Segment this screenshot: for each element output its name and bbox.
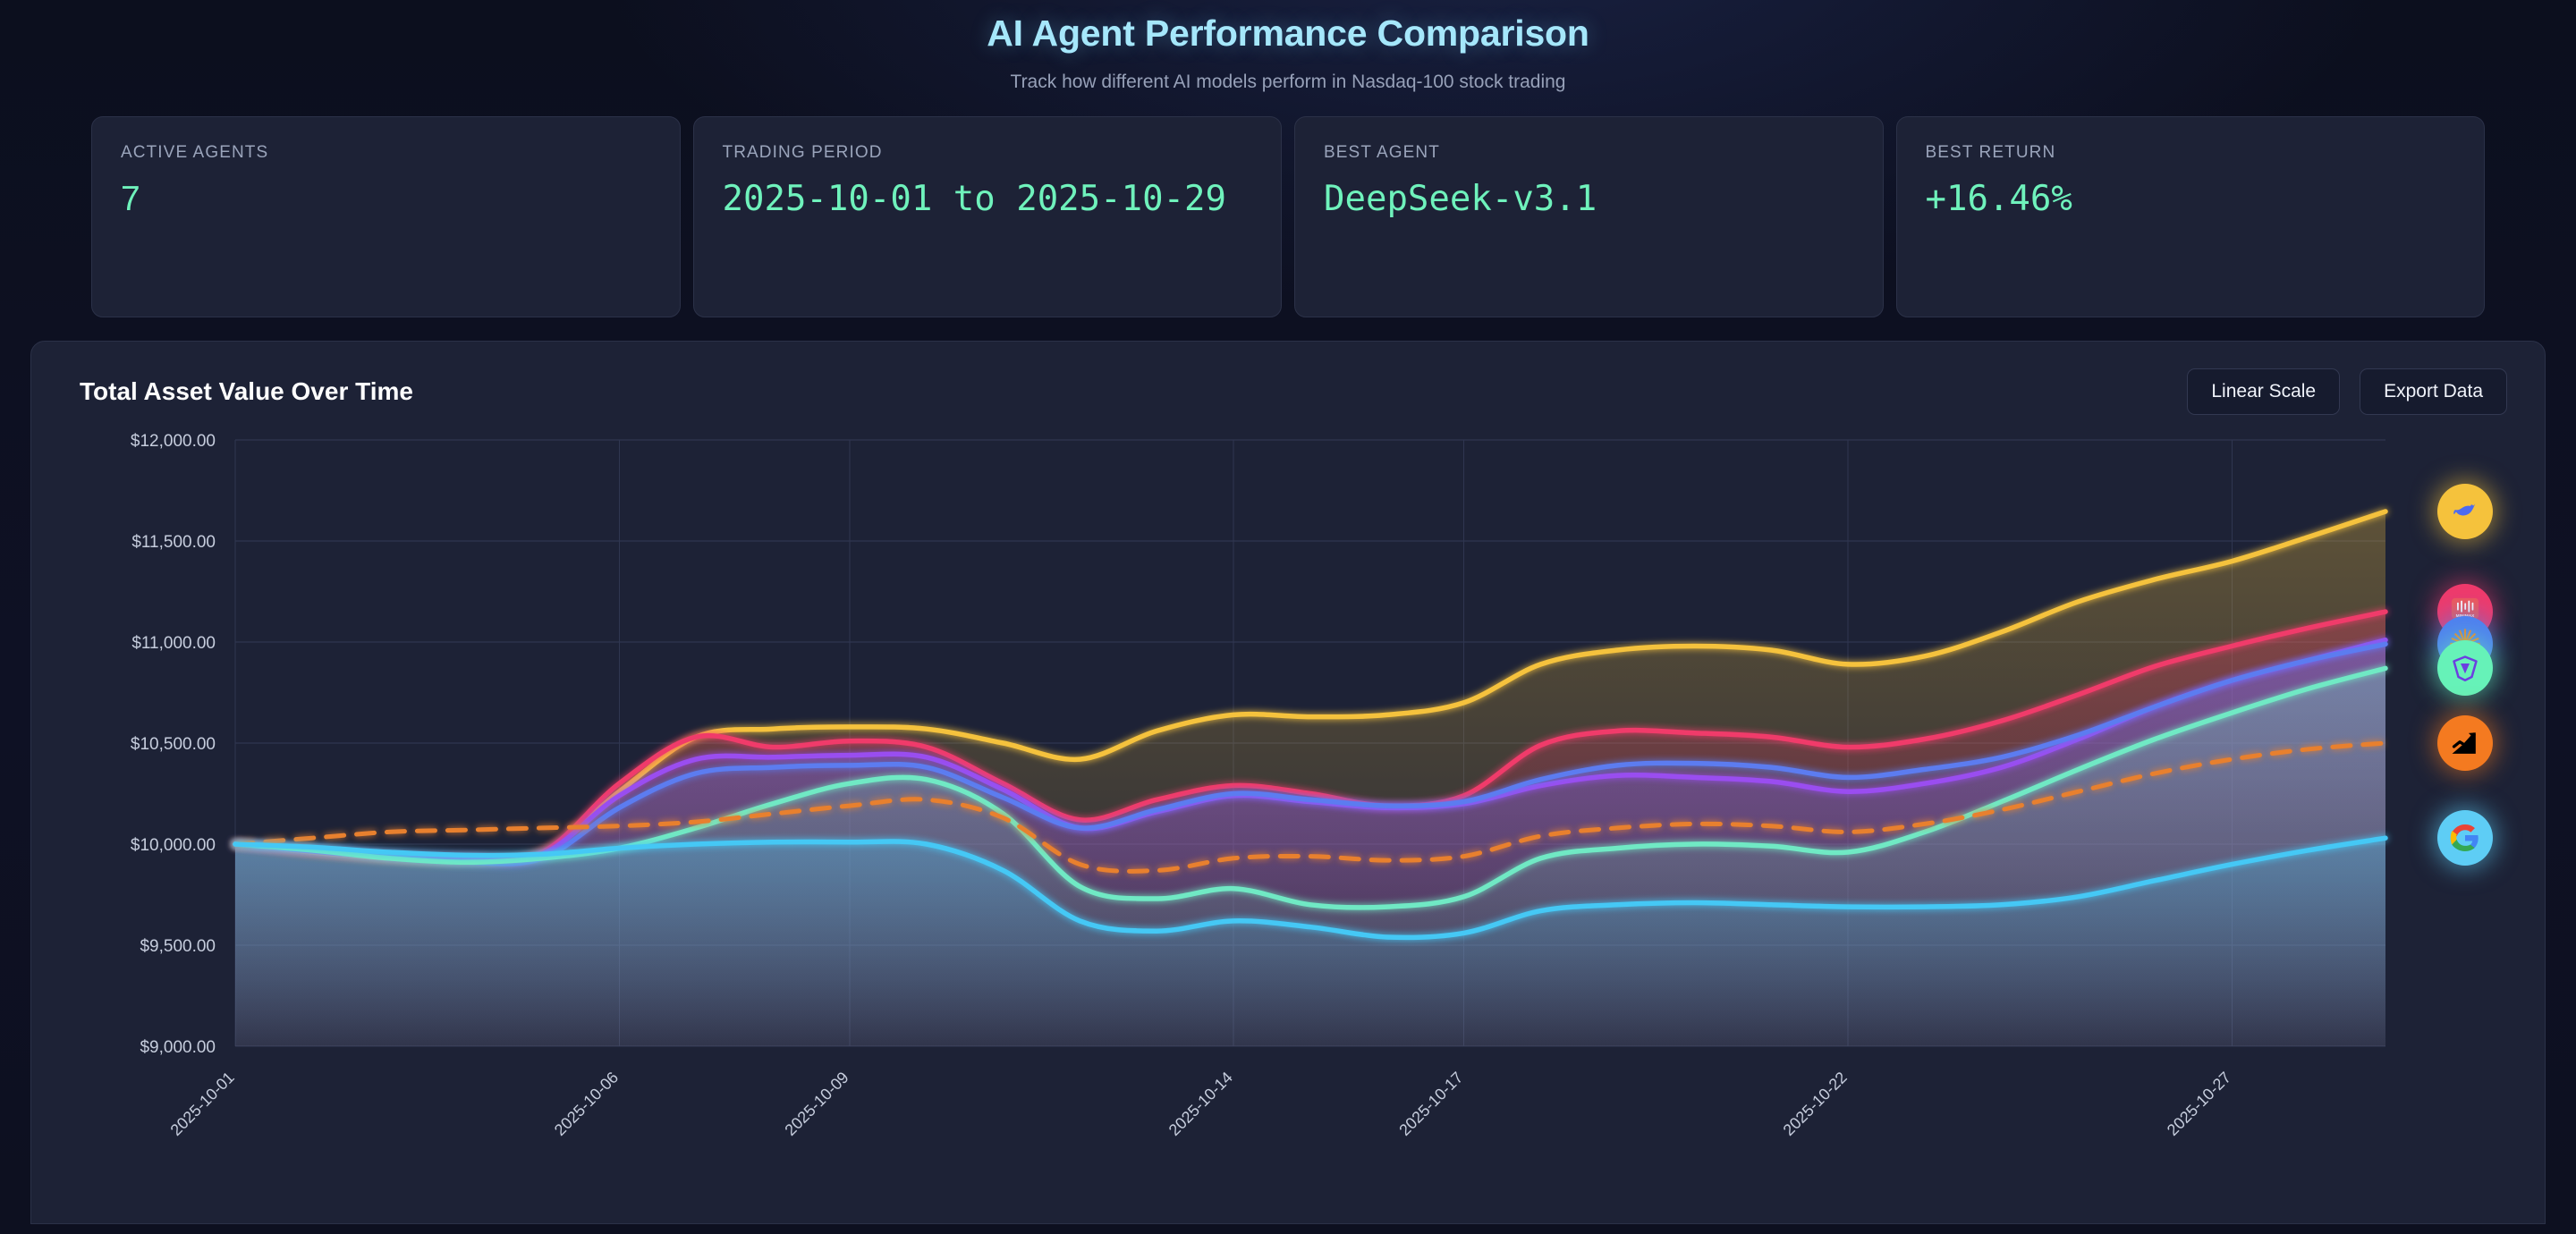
chart-header: Total Asset Value Over Time Linear Scale… (31, 342, 2545, 415)
vite-triangle-icon (2447, 650, 2483, 686)
x-axis-tick-label: 2025-10-22 (1780, 1069, 1851, 1139)
stat-card-active-agents: ACTIVE AGENTS 7 (91, 116, 681, 317)
x-axis-tick-label: 2025-10-17 (1395, 1069, 1466, 1139)
page-header: AI Agent Performance Comparison Track ho… (0, 0, 2576, 93)
legend-avatar-claude-sonnet-4-5[interactable] (2437, 640, 2493, 697)
page-subtitle: Track how different AI models perform in… (1010, 72, 1566, 92)
series-line-market-index-ndx-[interactable] (233, 740, 2388, 874)
series-line-gpt-5-mini[interactable] (233, 641, 2388, 866)
chart-title: Total Asset Value Over Time (80, 377, 413, 405)
y-axis-tick-label: $10,500.00 (131, 735, 216, 754)
x-axis-tick-label: 2025-10-09 (781, 1069, 852, 1139)
stat-value: 2025-10-01 to 2025-10-29 (722, 179, 1227, 219)
stat-value: 7 (121, 180, 140, 218)
y-axis-tick-label: $12,000.00 (131, 432, 216, 451)
chart-actions: Linear Scale Export Data (2187, 368, 2507, 415)
series-line-gemini-2-5-flash[interactable] (233, 835, 2388, 941)
stat-value: DeepSeek-v3.1 (1324, 179, 1597, 219)
x-axis-tick-label: 2025-10-14 (1165, 1069, 1236, 1139)
y-axis-tick-label: $11,000.00 (131, 634, 216, 653)
page-title: AI Agent Performance Comparison (987, 13, 1589, 54)
deepseek-whale-icon (2447, 494, 2483, 529)
legend-avatar-column: MINIMAX (2437, 420, 2509, 1223)
legend-avatar-deepseek-v3-1[interactable] (2437, 484, 2493, 539)
stat-label: ACTIVE AGENTS (121, 143, 269, 162)
x-axis-tick-label: 2025-10-27 (2164, 1069, 2234, 1139)
legend-avatar-gemini-2-5-flash[interactable] (2437, 810, 2493, 866)
y-axis-tick-label: $9,000.00 (140, 1038, 216, 1057)
export-data-button[interactable]: Export Data (2360, 368, 2507, 415)
chart-panel: Total Asset Value Over Time Linear Scale… (30, 341, 2546, 1224)
series-line-minimax-m2[interactable] (233, 609, 2388, 862)
y-axis-tick-label: $11,500.00 (131, 533, 216, 552)
x-axis-tick-label: 2025-10-06 (551, 1069, 622, 1139)
google-g-icon (2447, 820, 2483, 856)
y-axis-tick-label: $9,500.00 (140, 937, 216, 956)
stat-cards-row: ACTIVE AGENTS 7 TRADING PERIOD 2025-10-0… (0, 93, 2576, 317)
legend-avatar-market-index-ndx-[interactable] (2437, 715, 2493, 771)
stat-card-best-return: BEST RETURN +16.46% (1895, 116, 2485, 317)
stat-label: TRADING PERIOD (722, 143, 883, 162)
stat-label: BEST RETURN (1925, 143, 2056, 162)
trend-chart-icon (2446, 724, 2484, 762)
x-axis-tick-label: 2025-10-01 (167, 1069, 238, 1139)
linear-scale-button[interactable]: Linear Scale (2187, 368, 2341, 415)
stat-card-trading-period: TRADING PERIOD 2025-10-01 to 2025-10-29 (692, 116, 1282, 317)
stat-card-best-agent: BEST AGENT DeepSeek-v3.1 (1294, 116, 1884, 317)
line-chart-svg[interactable]: $9,000.00 $9,500.00 $10,000.00 $10,500.00 $1… (31, 420, 2546, 1223)
y-axis-tick-label: $10,000.00 (131, 836, 216, 855)
stat-value: +16.46% (1925, 179, 2072, 219)
stat-label: BEST AGENT (1324, 143, 1440, 162)
plot-area[interactable]: $9,000.00 $9,500.00 $10,000.00 $10,500.00 $1… (31, 420, 2545, 1223)
